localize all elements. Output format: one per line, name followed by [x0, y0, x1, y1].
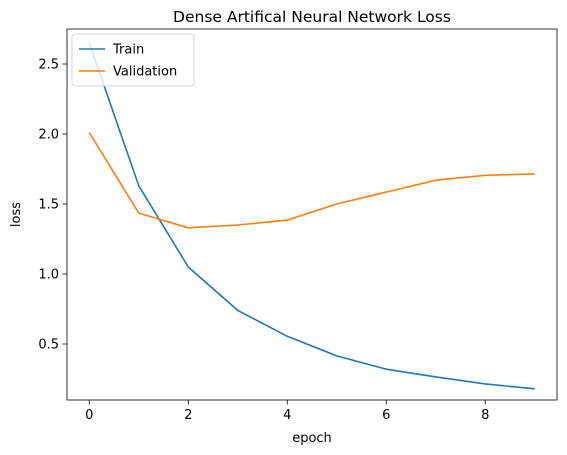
x-axis-title: epoch — [292, 431, 332, 446]
y-axis-title: loss — [9, 202, 24, 227]
y-tick-label: 2.0 — [38, 128, 59, 143]
x-tick-label: 6 — [382, 408, 390, 423]
x-tick-label: 2 — [184, 408, 192, 423]
legend-label-validation: Validation — [113, 65, 177, 80]
series-line-train — [88, 42, 535, 390]
y-tick-label: 2.5 — [38, 58, 59, 73]
legend-box — [71, 33, 195, 87]
legend: Train Validation — [71, 33, 195, 87]
series-line-validation — [88, 132, 535, 229]
x-tick-label: 0 — [85, 408, 93, 423]
plot-frame — [66, 28, 558, 401]
y-axis: 0.5 1.0 1.5 2.0 2.5 — [38, 58, 67, 353]
plot-area — [67, 29, 557, 400]
legend-label-train: Train — [112, 43, 144, 58]
y-tick-label: 1.5 — [38, 198, 59, 213]
x-tick-label: 8 — [481, 408, 489, 423]
series-layer — [88, 42, 535, 390]
y-tick-label: 0.5 — [38, 338, 59, 353]
x-tick-label: 4 — [283, 408, 291, 423]
x-axis: 0 2 4 6 8 — [85, 400, 489, 423]
y-tick-label: 1.0 — [38, 268, 59, 283]
chart-title: Dense Artifical Neural Network Loss — [173, 8, 451, 26]
